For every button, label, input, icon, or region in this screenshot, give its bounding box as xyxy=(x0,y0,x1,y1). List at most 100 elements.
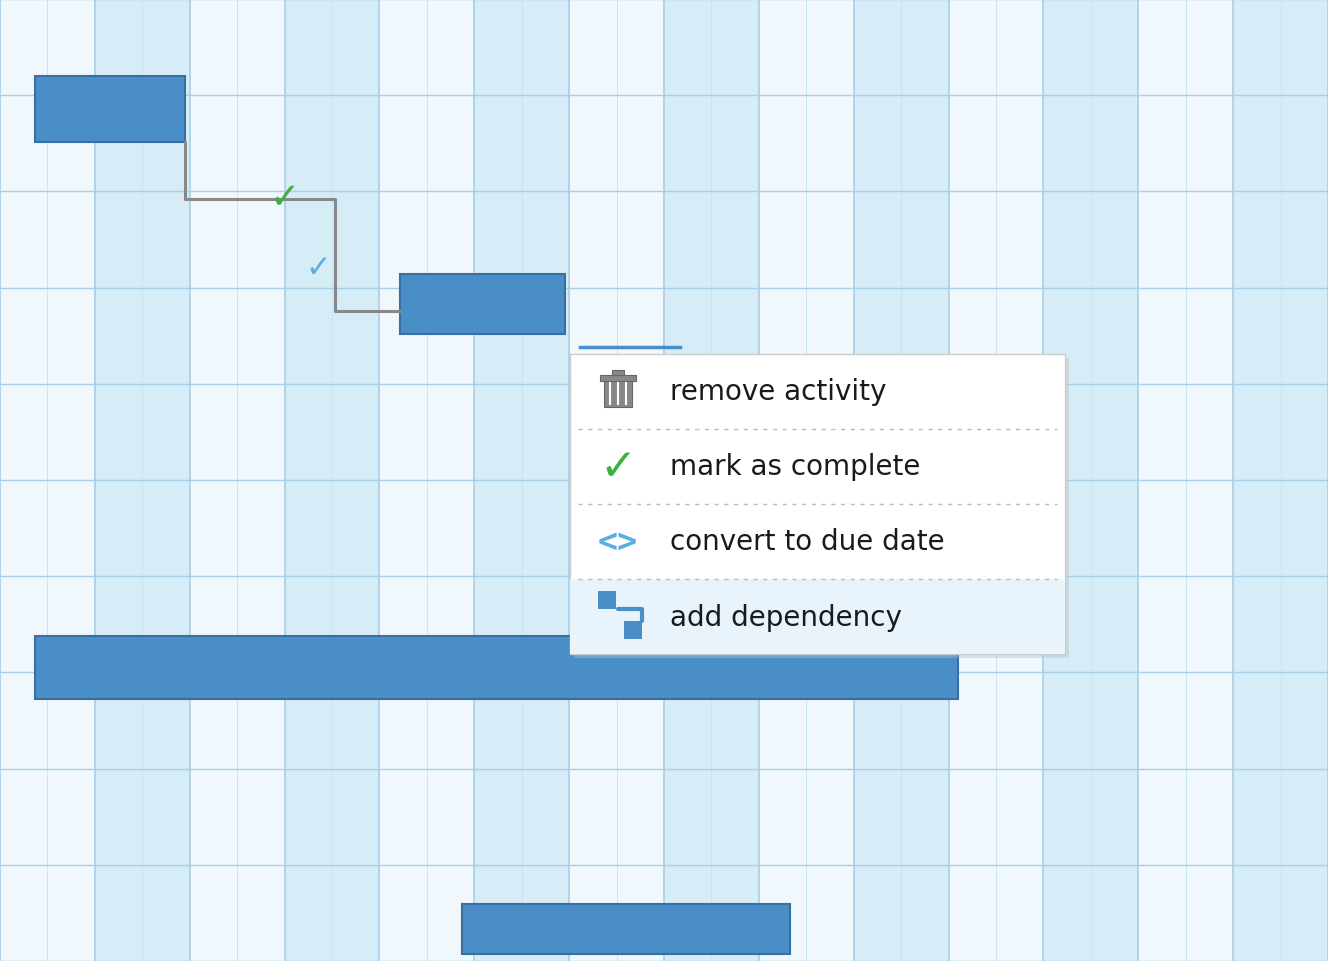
Bar xyxy=(0,96,94,192)
Bar xyxy=(664,0,758,96)
Bar xyxy=(570,579,1065,654)
Bar xyxy=(1138,192,1234,288)
Bar xyxy=(0,577,94,673)
Bar xyxy=(1044,192,1138,288)
Bar xyxy=(35,636,957,700)
Bar xyxy=(624,621,641,639)
Bar xyxy=(854,480,948,577)
Bar xyxy=(664,480,758,577)
Bar xyxy=(284,865,380,961)
Bar xyxy=(1044,288,1138,384)
Bar xyxy=(758,288,854,384)
Bar xyxy=(570,96,664,192)
Bar xyxy=(758,384,854,480)
Bar xyxy=(570,0,664,96)
Bar xyxy=(854,192,948,288)
Bar xyxy=(948,192,1044,288)
Bar xyxy=(284,577,380,673)
Bar xyxy=(380,288,474,384)
Bar xyxy=(1044,0,1138,96)
Bar xyxy=(474,288,570,384)
Bar xyxy=(1138,480,1234,577)
Bar xyxy=(190,865,284,961)
Bar xyxy=(0,192,94,288)
Bar xyxy=(1138,673,1234,769)
Bar xyxy=(474,96,570,192)
Bar xyxy=(94,0,190,96)
Bar xyxy=(598,591,616,609)
Text: <>: <> xyxy=(598,526,639,558)
Bar xyxy=(758,0,854,96)
Bar xyxy=(664,192,758,288)
Bar xyxy=(664,769,758,865)
Bar xyxy=(570,384,664,480)
Bar xyxy=(94,288,190,384)
Bar xyxy=(0,384,94,480)
Bar xyxy=(1138,0,1234,96)
Bar xyxy=(948,577,1044,673)
Bar xyxy=(94,577,190,673)
Bar xyxy=(854,384,948,480)
Bar xyxy=(604,382,632,407)
Bar xyxy=(570,769,664,865)
Text: convert to due date: convert to due date xyxy=(671,528,944,555)
Bar xyxy=(1044,769,1138,865)
Bar xyxy=(190,673,284,769)
Bar xyxy=(474,384,570,480)
Bar xyxy=(948,288,1044,384)
Text: mark as complete: mark as complete xyxy=(671,453,920,481)
Bar xyxy=(474,673,570,769)
Bar xyxy=(570,577,664,673)
Text: remove activity: remove activity xyxy=(671,378,886,407)
Bar xyxy=(574,358,1069,658)
Bar xyxy=(1044,577,1138,673)
Bar xyxy=(570,355,1065,654)
Bar xyxy=(948,673,1044,769)
Bar xyxy=(664,288,758,384)
Bar xyxy=(1234,192,1328,288)
Bar xyxy=(1234,577,1328,673)
Bar xyxy=(664,577,758,673)
Bar xyxy=(1234,673,1328,769)
Bar xyxy=(758,96,854,192)
Bar xyxy=(284,480,380,577)
Bar xyxy=(854,577,948,673)
Text: ✓: ✓ xyxy=(599,446,636,488)
Bar xyxy=(380,480,474,577)
Bar xyxy=(570,480,664,577)
Bar xyxy=(948,480,1044,577)
Bar xyxy=(1234,288,1328,384)
Bar xyxy=(758,673,854,769)
Bar xyxy=(1138,384,1234,480)
Bar xyxy=(190,769,284,865)
Bar xyxy=(854,288,948,384)
Bar xyxy=(1044,673,1138,769)
Bar xyxy=(948,769,1044,865)
Bar xyxy=(462,904,790,954)
Bar xyxy=(1044,865,1138,961)
Bar xyxy=(1234,96,1328,192)
Bar xyxy=(948,96,1044,192)
Bar xyxy=(1138,769,1234,865)
Bar xyxy=(664,96,758,192)
Bar xyxy=(758,577,854,673)
Bar xyxy=(190,288,284,384)
Bar xyxy=(854,865,948,961)
Bar xyxy=(380,192,474,288)
Bar xyxy=(1044,384,1138,480)
Bar xyxy=(380,673,474,769)
Bar xyxy=(1234,384,1328,480)
Bar xyxy=(380,769,474,865)
Bar xyxy=(570,865,664,961)
Bar xyxy=(0,673,94,769)
Bar xyxy=(948,865,1044,961)
Bar xyxy=(284,0,380,96)
Bar xyxy=(758,192,854,288)
Bar xyxy=(474,192,570,288)
Bar xyxy=(612,370,624,375)
Bar xyxy=(758,769,854,865)
Text: ✓: ✓ xyxy=(305,254,331,283)
Bar xyxy=(570,192,664,288)
Text: ✓: ✓ xyxy=(270,181,300,214)
Bar xyxy=(94,192,190,288)
